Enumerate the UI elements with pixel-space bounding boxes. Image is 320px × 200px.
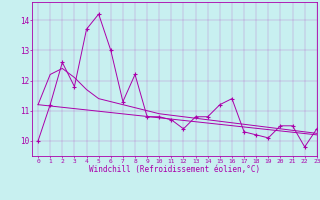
X-axis label: Windchill (Refroidissement éolien,°C): Windchill (Refroidissement éolien,°C) — [89, 165, 260, 174]
